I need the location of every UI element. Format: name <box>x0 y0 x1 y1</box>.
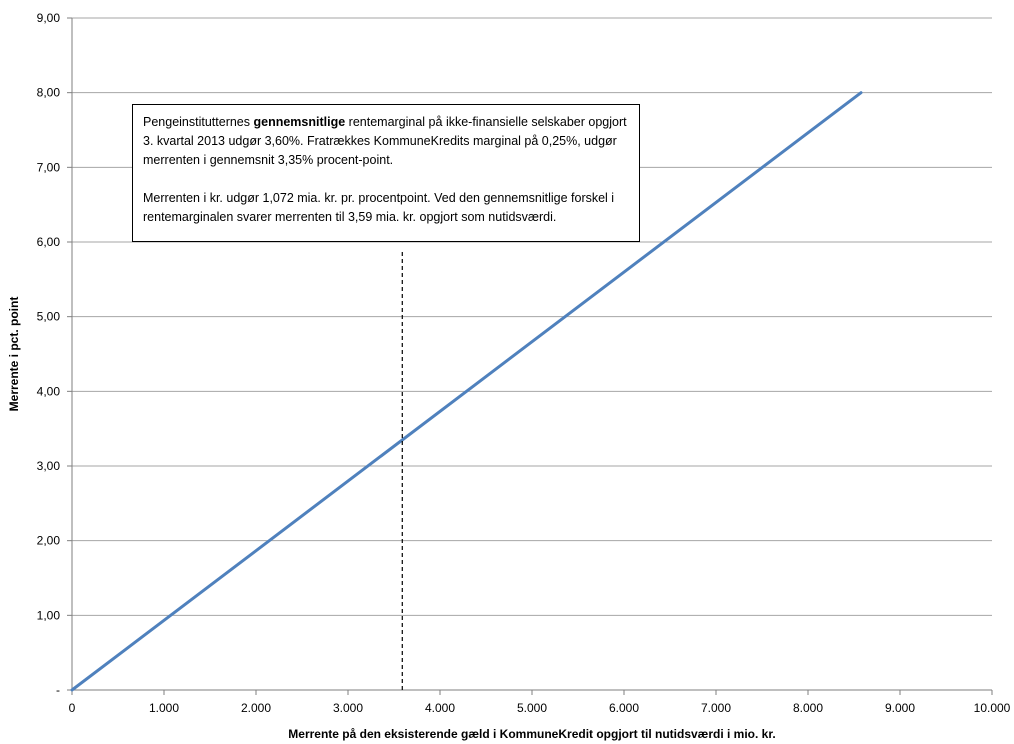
x-tick-label-1: 1.000 <box>149 701 179 715</box>
y-tick-labels: - 1,00 2,00 3,00 4,00 5,00 6,00 7,00 8,00 9,00 <box>37 11 61 697</box>
annotation-text-1a: Pengeinstitutternes <box>143 115 254 129</box>
x-tick-labels: 0 1.000 2.000 3.000 4.000 5.000 6.000 7.000 8.00… <box>69 701 1011 715</box>
x-tick-label-5: 5.000 <box>517 701 547 715</box>
annotation-text-1-bold: gennemsnitlige <box>253 115 346 129</box>
x-tick-label-3: 3.000 <box>333 701 363 715</box>
series-line-0 <box>70 91 863 692</box>
x-tick-label-2: 2.000 <box>241 701 271 715</box>
y-tick-label-0: - <box>56 683 60 697</box>
annotation-paragraph-1: Pengeinstitutternes gennemsnitlige rente… <box>143 113 629 170</box>
annotation-paragraph-2: Merrenten i kr. udgør 1,072 mia. kr. pr.… <box>143 191 615 224</box>
x-tick-label-4: 4.000 <box>425 701 455 715</box>
y-tick-label-2: 2,00 <box>37 534 61 548</box>
x-tick-label-10: 10.000 <box>974 701 1011 715</box>
x-tick-label-0: 0 <box>69 701 76 715</box>
x-tick-label-6: 6.000 <box>609 701 639 715</box>
x-tick-label-9: 9.000 <box>885 701 915 715</box>
y-tick-label-3: 3,00 <box>37 459 61 473</box>
y-tick-label-6: 6,00 <box>37 235 61 249</box>
series-group <box>70 91 863 692</box>
y-tick-label-5: 5,00 <box>37 310 61 324</box>
y-tick-label-1: 1,00 <box>37 608 61 622</box>
axes <box>67 17 993 695</box>
annotation-text-1b: rentemarginal på ikke-finansielle selska… <box>143 115 627 167</box>
y-tick-label-7: 7,00 <box>37 160 61 174</box>
y-tick-label-4: 4,00 <box>37 384 61 398</box>
x-tick-label-7: 7.000 <box>701 701 731 715</box>
x-tick-label-8: 8.000 <box>793 701 823 715</box>
y-axis-title: Merrente i pct. point <box>7 297 21 412</box>
y-tick-label-8: 8,00 <box>37 86 61 100</box>
y-tick-label-9: 9,00 <box>37 11 61 25</box>
x-axis-title: Merrente på den eksisterende gæld i Komm… <box>288 727 775 741</box>
annotation-box: Pengeinstitutternes gennemsnitlige rente… <box>132 104 640 242</box>
